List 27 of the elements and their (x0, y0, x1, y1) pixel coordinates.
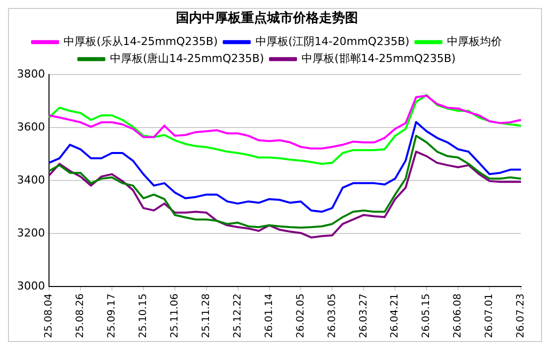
x-tick-label: 26.03.27 (358, 293, 370, 338)
y-tick-label: 3800 (16, 67, 45, 80)
x-tick-label: 25.08.26 (75, 293, 86, 338)
legend-label: 中厚板(乐从14-25mmQ235B) (64, 34, 218, 48)
x-tick-label: 25.12.22 (232, 293, 244, 338)
x-tick-label: 26.04.21 (390, 293, 401, 338)
legend-label: 中厚板(江阴14-20mmQ235B) (255, 34, 410, 48)
x-tick-label: 26.07.01 (484, 293, 496, 338)
x-tick-label: 26.01.14 (264, 293, 275, 338)
x-tick-label: 26.07.23 (516, 293, 527, 338)
y-tick-label: 3000 (16, 279, 45, 292)
x-tick-label: 26.05.15 (421, 293, 432, 338)
y-tick-label: 3600 (16, 120, 45, 134)
y-tick-label: 3400 (16, 173, 45, 186)
x-tick-label: 26.02.05 (295, 293, 306, 338)
y-tick-label: 3200 (16, 226, 45, 240)
legend-label: 中厚板均价 (446, 34, 502, 48)
x-tick-label: 25.10.15 (138, 293, 149, 338)
legend-label: 中厚板(唐山14-25mmQ235B) (110, 52, 264, 65)
x-tick-label: 25.09.17 (106, 293, 118, 338)
legend-label: 中厚板(邯郸14-25mmQ235B) (302, 52, 456, 65)
x-tick-label: 26.03.05 (326, 293, 338, 338)
x-tick-label: 25.11.28 (200, 293, 212, 338)
x-tick-label: 25.08.04 (44, 293, 55, 338)
chart-title: 国内中厚板重点城市价格走势图 (176, 10, 358, 26)
x-tick-label: 26.06.08 (452, 293, 464, 338)
x-tick-label: 25.11.06 (169, 293, 180, 338)
